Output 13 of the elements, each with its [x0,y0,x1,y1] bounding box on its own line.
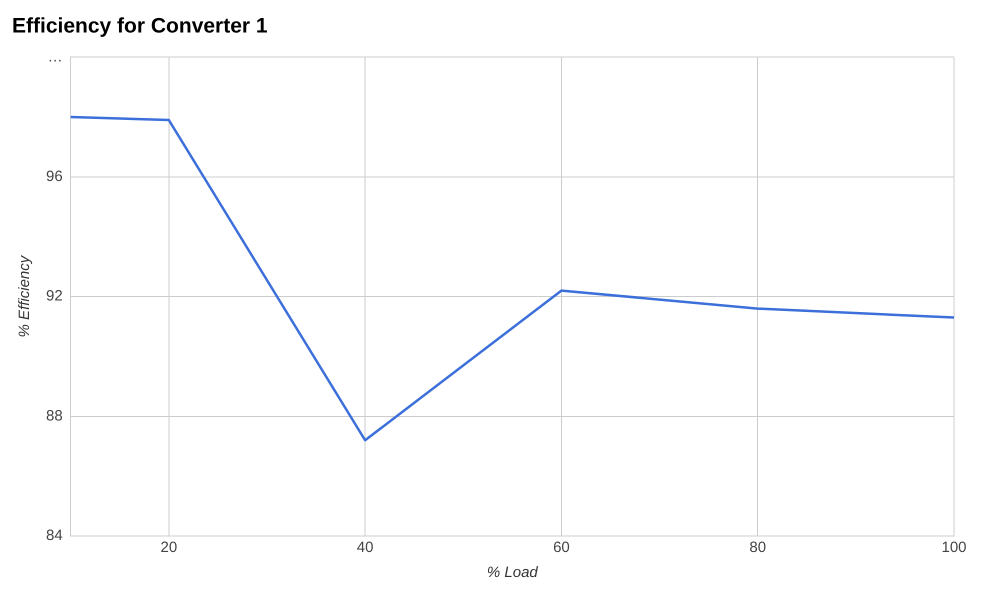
x-tick-label: 60 [553,539,570,556]
x-tick-label: 40 [356,539,374,556]
y-tick-label: 88 [46,407,63,424]
y-tick-label: 96 [46,168,63,186]
y-axis-title: % Efficiency [16,254,34,338]
y-tick-label: 84 [46,527,63,544]
x-tick-label: 80 [749,539,766,556]
y-tick-label: 92 [46,288,63,305]
x-tick-label: 20 [160,539,178,556]
chart-title: Efficiency for Converter 1 [12,14,268,38]
y-tick-label: … [48,48,63,66]
x-axis-title: % Load [486,564,538,582]
x-tick-label: 100 [941,539,967,556]
